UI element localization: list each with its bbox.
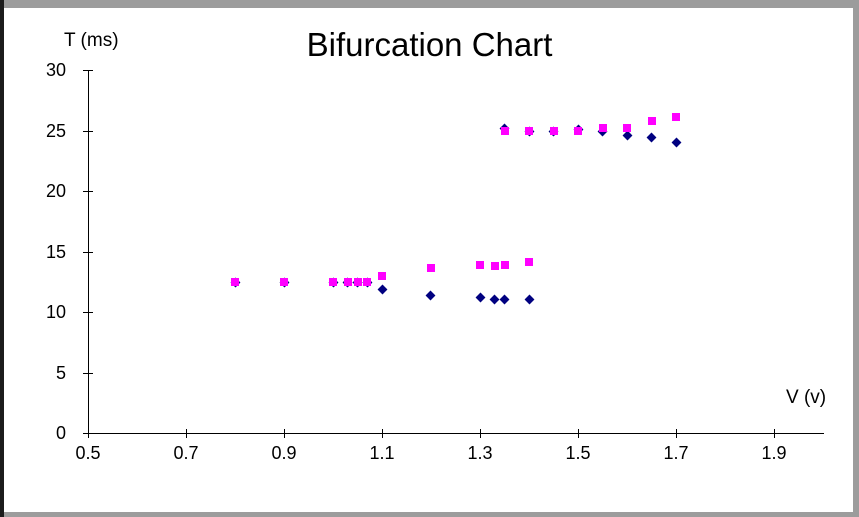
- square-marker: [363, 278, 371, 286]
- square-marker: [501, 261, 509, 269]
- x-tick-label: 1.5: [565, 443, 591, 463]
- square-marker: [354, 278, 362, 286]
- square-marker: [574, 127, 582, 135]
- square-marker: [329, 278, 337, 286]
- frame-top-border: [0, 0, 859, 8]
- y-tick-mark: [83, 433, 93, 434]
- square-marker: [491, 262, 499, 270]
- square-marker: [280, 278, 288, 286]
- y-tick-label: 10: [45, 302, 66, 322]
- x-tick-label: 1.7: [663, 443, 689, 463]
- diamond-marker: [489, 294, 500, 305]
- x-tick-mark: [382, 429, 383, 438]
- diamond-marker: [524, 294, 535, 305]
- square-marker: [648, 117, 656, 125]
- y-tick-mark: [83, 312, 93, 313]
- y-tick-mark: [83, 70, 93, 71]
- y-tick-label: 0: [55, 423, 66, 443]
- x-tick-label: 0.9: [271, 443, 297, 463]
- x-tick-mark: [578, 429, 579, 438]
- square-marker: [550, 127, 558, 135]
- diamond-marker: [671, 137, 682, 148]
- x-tick-label: 0.5: [75, 443, 101, 463]
- square-marker: [378, 272, 386, 280]
- y-tick-mark: [83, 252, 93, 253]
- square-marker: [231, 278, 239, 286]
- square-marker: [525, 258, 533, 266]
- x-tick-label: 1.1: [369, 443, 395, 463]
- frame-bottom-border: [0, 512, 859, 517]
- square-marker: [525, 127, 533, 135]
- x-tick-mark: [774, 429, 775, 438]
- y-tick-label: 5: [55, 363, 66, 383]
- x-axis-title: V (v): [786, 387, 827, 408]
- x-tick-mark: [480, 429, 481, 438]
- diamond-marker: [499, 294, 510, 305]
- diamond-marker: [377, 284, 388, 295]
- x-tick-label: 1.9: [761, 443, 787, 463]
- y-axis-title: T (ms): [64, 30, 119, 51]
- y-tick-mark: [83, 131, 93, 132]
- x-axis-line: [88, 433, 824, 434]
- square-marker: [501, 127, 509, 135]
- x-tick-label: 0.7: [173, 443, 199, 463]
- x-tick-mark: [284, 429, 285, 438]
- y-tick-label: 30: [45, 60, 66, 80]
- diamond-marker: [475, 292, 486, 303]
- square-marker: [476, 261, 484, 269]
- y-tick-mark: [83, 373, 93, 374]
- frame-right-border: [853, 0, 859, 517]
- x-tick-mark: [676, 429, 677, 438]
- chart-title: Bifurcation Chart: [306, 26, 553, 63]
- square-marker: [623, 124, 631, 132]
- x-tick-label: 1.3: [467, 443, 493, 463]
- x-tick-mark: [186, 429, 187, 438]
- y-tick-label: 15: [45, 242, 66, 262]
- diamond-marker: [646, 132, 657, 143]
- square-marker: [344, 278, 352, 286]
- y-tick-label: 25: [45, 121, 66, 141]
- frame-left-border: [0, 0, 4, 517]
- y-tick-label: 20: [45, 181, 66, 201]
- diamond-marker: [425, 290, 436, 301]
- square-marker: [599, 124, 607, 132]
- diamond-marker: [622, 130, 633, 141]
- square-marker: [672, 113, 680, 121]
- square-marker: [427, 264, 435, 272]
- y-tick-mark: [83, 191, 93, 192]
